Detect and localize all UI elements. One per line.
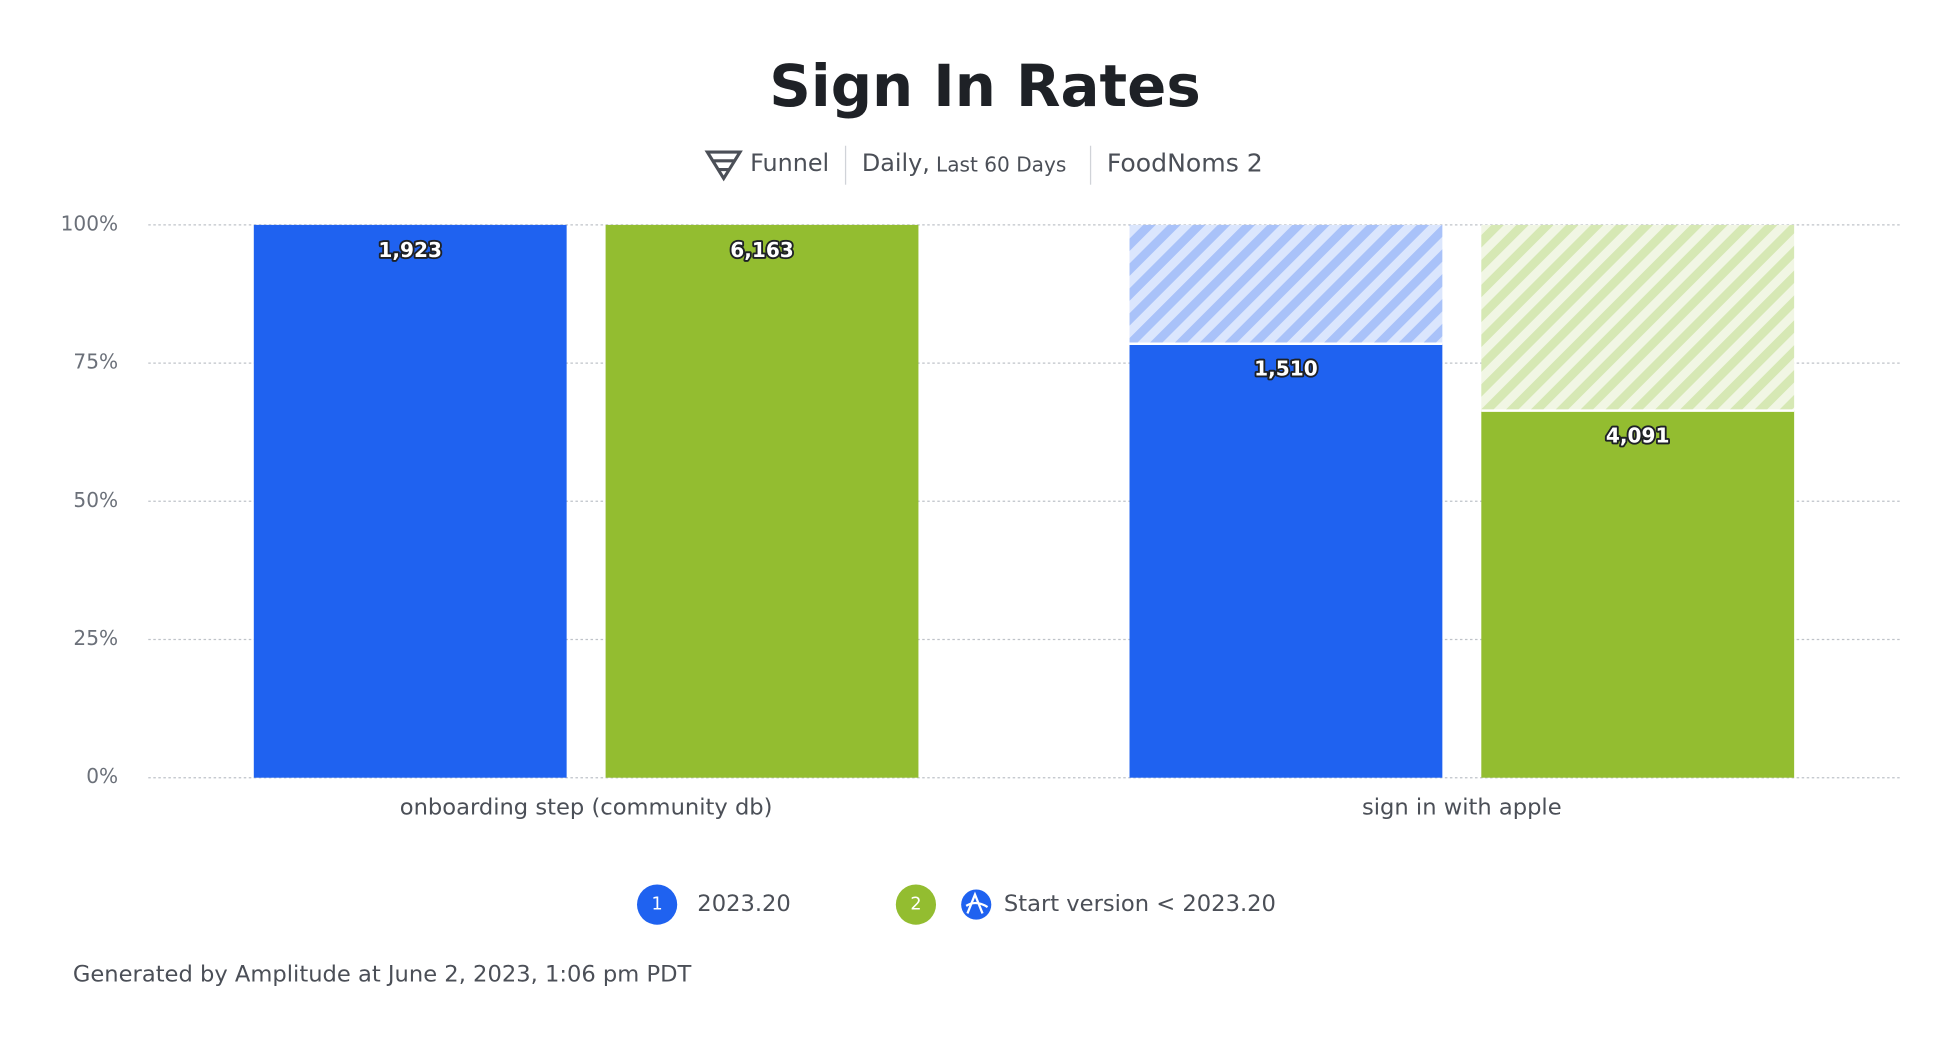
x-tick-label: sign in with apple [1362,794,1562,820]
funnel-icon [704,150,743,182]
bar-count-label: 1,510 [1254,357,1318,381]
bar-count-label: 1,923 [378,238,442,262]
bar [253,224,567,778]
y-tick-label: 50% [73,488,118,512]
dropoff [1481,224,1795,411]
bar-count-label: 4,091 [1606,424,1670,448]
y-tick-label: 0% [86,764,118,788]
bar-count-label: 6,163 [730,238,794,262]
subtitle-range: Last 60 Days [936,152,1066,176]
legend-label: 2023.20 [697,891,791,917]
legend-marker [895,884,937,925]
y-tick-label: 25% [73,626,118,650]
legend-marker-number: 2 [910,895,921,915]
bar [1129,343,1443,778]
legend-marker [637,884,678,925]
chart-title: Sign In Rates [769,52,1200,120]
x-tick-label: onboarding step (community db) [400,794,773,820]
segment-icon [961,889,992,920]
legend-label: Start version < 2023.20 [1004,891,1276,917]
bar [1481,410,1795,778]
segment-icon-glyph [965,891,989,914]
dropoff [1129,224,1443,344]
subtitle-project: FoodNoms 2 [1107,149,1263,178]
y-tick-label: 100% [61,211,118,235]
subtitle-kind: Funnel [750,149,829,177]
legend-marker-number: 1 [652,895,663,915]
bar [605,224,919,778]
footer: Generated by Amplitude at June 2, 2023, … [73,961,692,987]
y-tick-label: 75% [73,350,118,374]
subtitle-interval: Daily, [862,149,930,177]
